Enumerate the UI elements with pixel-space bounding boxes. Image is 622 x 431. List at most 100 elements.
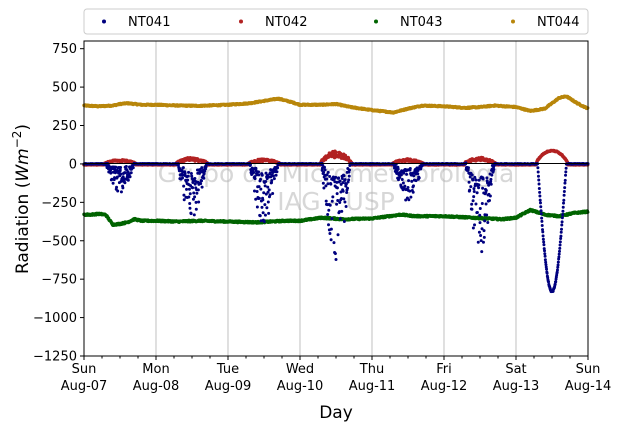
nt041-point bbox=[476, 240, 480, 244]
nt041-point bbox=[327, 208, 331, 212]
nt041-point bbox=[326, 213, 330, 217]
nt041-point bbox=[470, 173, 474, 177]
nt041-point bbox=[481, 177, 485, 181]
nt041-point bbox=[479, 234, 483, 238]
nt041-point bbox=[329, 182, 333, 186]
nt041-point bbox=[254, 169, 258, 173]
nt041-point bbox=[336, 198, 340, 202]
nt041-point bbox=[414, 179, 418, 183]
nt041-point bbox=[338, 217, 342, 221]
nt041-point bbox=[401, 181, 405, 185]
nt041-point bbox=[468, 175, 472, 179]
nt041-point bbox=[347, 174, 351, 178]
nt041-point bbox=[266, 190, 270, 194]
nt041-point bbox=[484, 202, 488, 206]
nt041-point bbox=[409, 195, 413, 199]
nt041-point bbox=[490, 173, 494, 177]
nt041-point bbox=[469, 185, 473, 189]
nt041-point bbox=[334, 175, 338, 179]
nt041-point bbox=[336, 233, 340, 237]
nt041-point bbox=[276, 166, 280, 170]
nt041-point bbox=[128, 175, 132, 179]
nt041-point bbox=[189, 172, 193, 176]
nt041-point bbox=[322, 165, 326, 169]
nt041-point bbox=[474, 202, 478, 206]
nt041-point bbox=[341, 181, 345, 185]
nt041-point bbox=[323, 168, 327, 172]
nt041-point bbox=[330, 199, 334, 203]
nt041-point bbox=[345, 190, 349, 194]
nt041-point bbox=[342, 174, 346, 178]
nt041-point bbox=[115, 185, 119, 189]
nt041-point bbox=[327, 223, 331, 227]
nt041-point bbox=[197, 200, 201, 204]
nt041-point bbox=[199, 182, 203, 186]
nt041-point bbox=[322, 170, 326, 174]
watermark-line-2: IAG - USP bbox=[277, 187, 395, 216]
nt041-point bbox=[181, 166, 185, 170]
nt041-point bbox=[129, 171, 133, 175]
nt041-point bbox=[489, 180, 493, 184]
nt041-point bbox=[338, 200, 342, 204]
nt041-point bbox=[325, 173, 329, 177]
nt041-point bbox=[478, 221, 482, 225]
nt041-point bbox=[188, 206, 192, 210]
nt041-point bbox=[488, 198, 491, 202]
nt041-point bbox=[330, 217, 334, 221]
nt041-point bbox=[470, 202, 474, 206]
nt041-point bbox=[202, 176, 206, 180]
nt041-point bbox=[262, 191, 266, 195]
nt041-point bbox=[344, 182, 348, 186]
nt041-point bbox=[475, 191, 479, 195]
grid bbox=[155, 41, 517, 356]
nt041-point bbox=[110, 177, 114, 181]
nt041-point bbox=[259, 219, 263, 223]
nt041-point bbox=[202, 172, 206, 176]
nt041-point bbox=[472, 187, 476, 191]
nt041-point bbox=[489, 182, 493, 186]
nt041-point bbox=[407, 198, 411, 202]
nt041-point bbox=[477, 186, 481, 190]
nt041-point bbox=[485, 213, 489, 217]
nt041-point bbox=[126, 178, 130, 182]
nt041-point bbox=[263, 213, 267, 217]
nt041-point bbox=[260, 173, 264, 177]
nt041-point bbox=[325, 177, 329, 181]
nt041-point bbox=[204, 165, 208, 169]
nt041-point bbox=[185, 187, 189, 191]
nt041-point bbox=[194, 200, 198, 204]
nt041-point bbox=[200, 185, 204, 189]
nt041-point bbox=[398, 175, 402, 179]
nt041-point bbox=[478, 213, 482, 217]
nt041-point bbox=[335, 202, 339, 206]
nt041-point bbox=[407, 179, 411, 183]
nt041-point bbox=[348, 168, 352, 172]
nt041-point bbox=[337, 210, 341, 214]
nt041-point bbox=[335, 186, 339, 190]
nt041-point bbox=[340, 209, 344, 213]
nt041-point bbox=[131, 166, 135, 170]
nt041-point bbox=[342, 197, 346, 201]
nt041-point bbox=[326, 170, 330, 174]
nt041-point bbox=[467, 180, 471, 184]
nt041-point bbox=[324, 199, 328, 203]
nt041-point bbox=[257, 173, 261, 177]
nt041-point bbox=[200, 179, 203, 183]
nt041-point bbox=[329, 238, 333, 242]
nt041-point bbox=[482, 229, 486, 233]
nt041-point bbox=[482, 235, 486, 239]
nt041-point bbox=[183, 171, 187, 175]
nt041-point bbox=[347, 178, 351, 182]
nt041-point bbox=[119, 190, 123, 194]
nt041-point bbox=[190, 174, 194, 178]
nt041-point bbox=[262, 220, 266, 224]
nt041-point bbox=[328, 203, 332, 207]
nt041-point bbox=[253, 189, 256, 193]
nt041-point bbox=[471, 178, 475, 182]
nt041-point bbox=[266, 200, 270, 204]
nt041-point bbox=[342, 220, 346, 224]
nt041-point bbox=[322, 186, 326, 190]
nt041-point bbox=[411, 184, 415, 188]
nt041-point bbox=[264, 179, 268, 183]
nt041-point bbox=[196, 188, 200, 192]
